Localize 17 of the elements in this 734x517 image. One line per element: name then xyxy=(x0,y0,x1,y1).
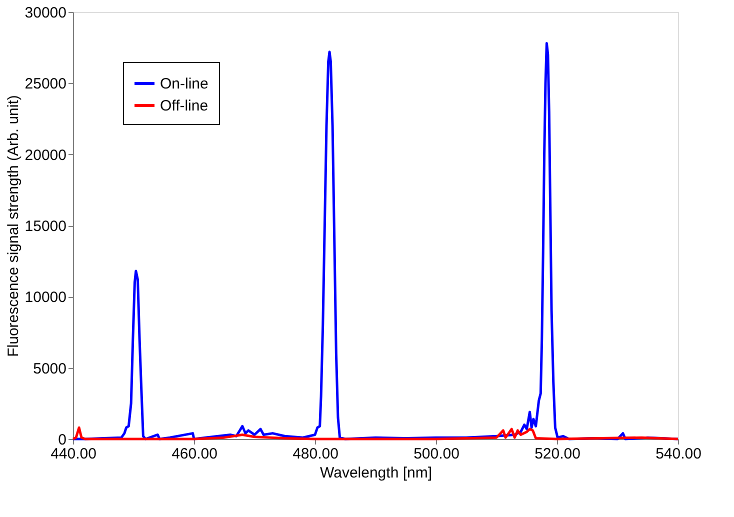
x-tick-label: 540.00 xyxy=(656,446,702,462)
y-tick-label: 5000 xyxy=(33,360,66,378)
legend-label: Off-line xyxy=(160,98,208,114)
y-tick-label: 10000 xyxy=(24,289,66,306)
x-tick-label: 480.00 xyxy=(292,446,338,462)
x-tick-label: 500.00 xyxy=(414,446,460,462)
y-tick-label: 15000 xyxy=(24,218,66,235)
y-tick-label: 0 xyxy=(58,432,66,448)
y-tick-label: 20000 xyxy=(24,146,66,164)
x-tick-label: 520.00 xyxy=(534,446,580,462)
x-tick-label: 440.00 xyxy=(50,446,96,462)
y-tick-label: 30000 xyxy=(24,4,66,22)
legend-label: On-line xyxy=(160,76,208,92)
x-axis-title: Wavelength [nm] xyxy=(320,464,432,482)
y-tick-label: 25000 xyxy=(24,76,66,93)
y-axis-title: Fluorescence signal strength (Arb. unit) xyxy=(4,95,22,357)
x-tick-label: 460.00 xyxy=(172,446,218,462)
